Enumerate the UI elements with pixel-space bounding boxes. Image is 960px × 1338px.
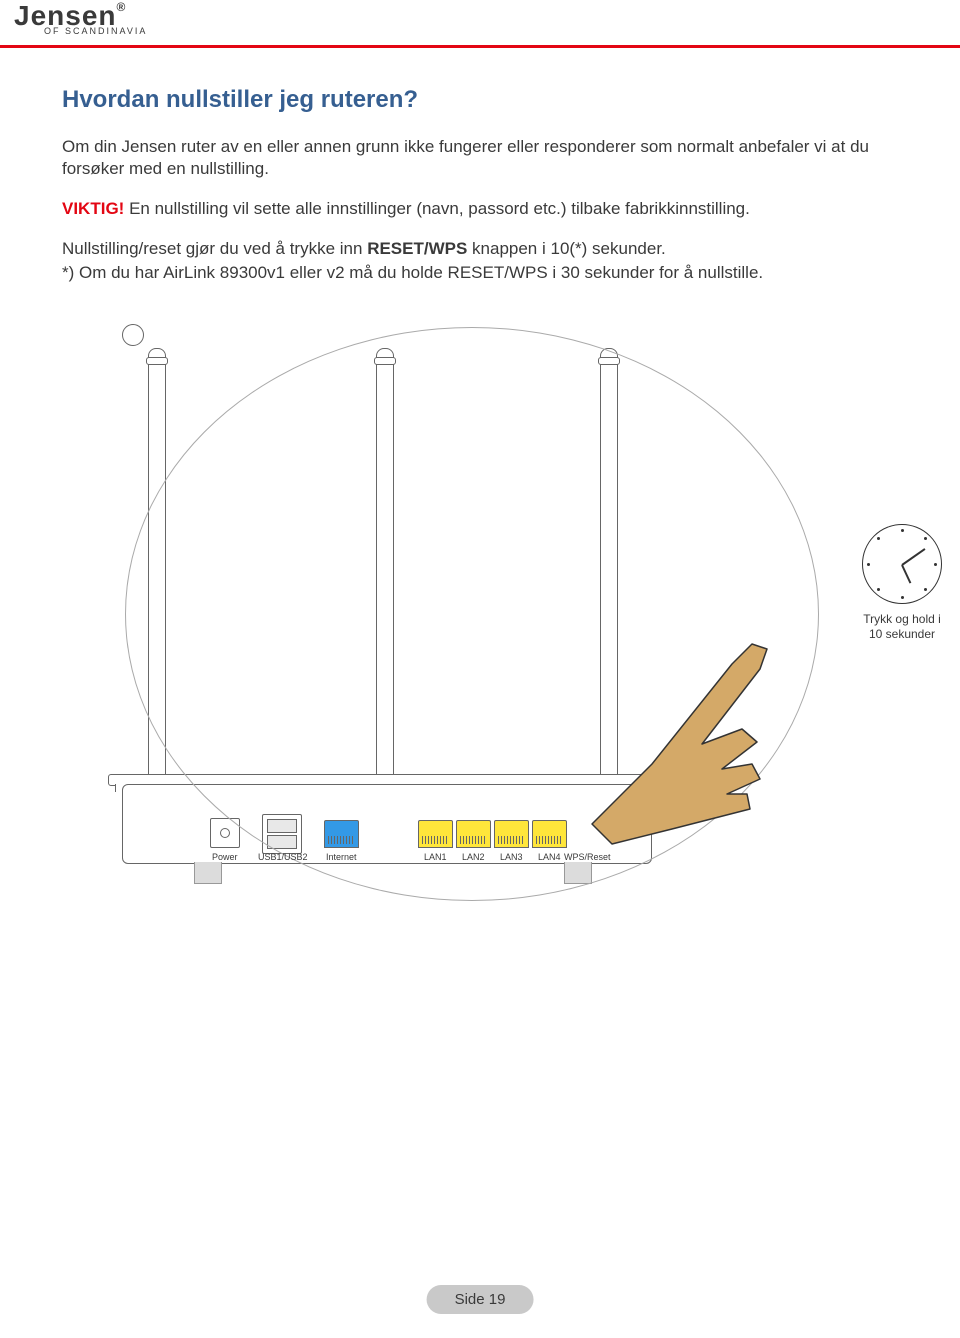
page-number: Side 19	[427, 1285, 534, 1314]
warning-label: VIKTIG!	[62, 199, 124, 218]
paragraph-warning: VIKTIG! En nullstilling vil sette alle i…	[62, 198, 898, 220]
lan2-label: LAN2	[462, 852, 485, 862]
power-label: Power	[212, 852, 238, 862]
hand-pointing-icon	[552, 614, 792, 854]
clock-caption: Trykk og hold i 10 sekunder	[842, 612, 960, 641]
clock-caption-line1: Trykk og hold i	[863, 612, 941, 626]
router-foot-left	[194, 862, 222, 884]
page-header: Jensen® OF SCANDINAVIA	[0, 0, 960, 48]
paragraph-intro: Om din Jensen ruter av en eller annen gr…	[62, 136, 898, 180]
logo: Jensen®	[14, 4, 960, 28]
lan1-label: LAN1	[424, 852, 447, 862]
internet-label: Internet	[326, 852, 357, 862]
paragraph-footnote: *) Om du har AirLink 89300v1 eller v2 må…	[62, 262, 898, 284]
instruction-text-b: knappen i 10(*) sekunder.	[467, 239, 665, 258]
instruction-text-a: Nullstilling/reset gjør du ved å trykke …	[62, 239, 367, 258]
router-diagram: Power USB1/USB2 Internet LAN1 LAN2 LAN3 …	[122, 324, 822, 904]
wps-reset-button	[122, 324, 144, 346]
usb-label: USB1/USB2	[258, 852, 308, 862]
paragraph-instruction: Nullstilling/reset gjør du ved å trykke …	[62, 238, 898, 260]
content: Hvordan nullstiller jeg ruteren? Om din …	[0, 48, 960, 904]
page-title: Hvordan nullstiller jeg ruteren?	[62, 86, 898, 114]
clock-icon	[862, 524, 942, 604]
logo-text: Jensen	[14, 0, 117, 31]
clock-caption-line2: 10 sekunder	[869, 627, 935, 641]
warning-text: En nullstilling vil sette alle innstilli…	[124, 199, 750, 218]
reset-wps-bold: RESET/WPS	[367, 239, 467, 258]
logo-registered: ®	[117, 2, 127, 12]
lan3-label: LAN3	[500, 852, 523, 862]
footer: Side 19	[427, 1285, 534, 1314]
